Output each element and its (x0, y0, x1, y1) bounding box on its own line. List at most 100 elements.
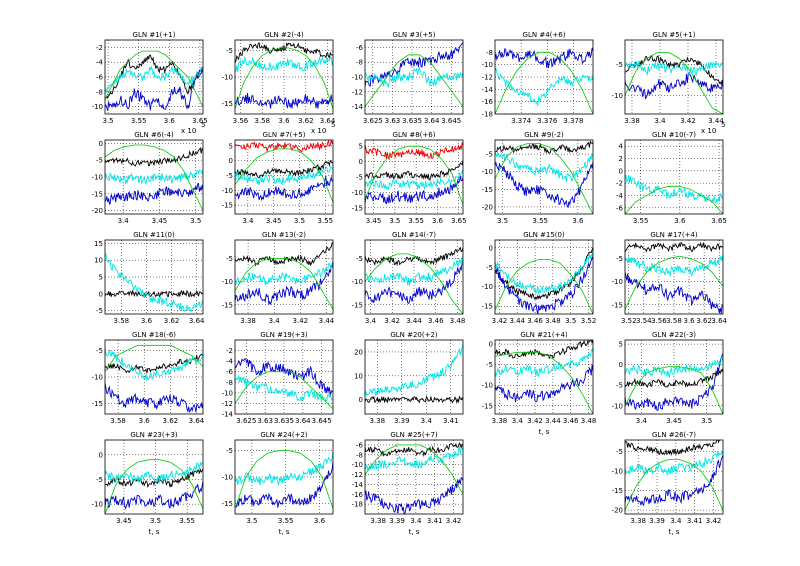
series-line-blue (235, 175, 333, 202)
y-tick-label: -2 (616, 180, 623, 188)
x-exponent: 5 (721, 121, 725, 129)
subplot-24: GLN #26(-7) 3.38 3.39 3.4 3.41 3.42 -5 -10 -15 -2… (612, 431, 724, 536)
y-tick-label: -18 (482, 111, 493, 119)
x-tick-label: 3.38 (630, 517, 646, 525)
series-line-green (625, 51, 723, 114)
axes-box (234, 239, 334, 315)
subplot-18: GLN #20(+2) 3.38 3.39 3.4 3.41 20 10 0 (354, 331, 464, 425)
series-line-cyan (495, 67, 593, 107)
x-tick-label: 3.378 (563, 117, 583, 125)
subplot-23: GLN #25(+7) 3.38 3.39 3.4 3.41 3.42 -6 -8 -10 -12… (352, 431, 464, 536)
y-tick-label: -5 (96, 157, 103, 165)
x-tick-label: 3.5 (294, 217, 305, 225)
subplot-15: GLN #17(+4) 3.52 3.54 3.56 3.58 3.6 3.62 3.64 -5… (612, 231, 728, 325)
series-line-cyan (235, 55, 333, 73)
y-tick-label: -5 (616, 255, 623, 263)
x-tick-label: 3.46 (563, 417, 579, 425)
series-line-green (495, 143, 593, 214)
x-tick-label: 3.65 (451, 217, 467, 225)
x-tick-label: 3.39 (389, 517, 405, 525)
subplot-title: GLN #5(+1) (653, 31, 696, 39)
subplot-21: GLN #23(+3) 3.45 3.5 3.55 0 -5 -10 t, s (92, 431, 204, 536)
axes-box (364, 239, 464, 315)
axes-box (624, 239, 724, 315)
series-line-black (625, 440, 723, 457)
subplot-3: GLN #3(+5) 3.625 3.63 3.635 3.64 3.645 -6 -8 -10… (352, 31, 464, 125)
x-tick-label: 3.58 (110, 417, 126, 425)
y-tick-label: -4 (96, 59, 104, 67)
y-tick-label: -15 (612, 487, 623, 495)
x-tick-label: 3.4 (670, 517, 682, 525)
x-tick-label: 3.64 (424, 117, 440, 125)
y-tick-label: -10 (352, 278, 363, 286)
series-group (625, 353, 723, 414)
y-tick-label: -10 (352, 189, 363, 197)
subplot-title: GLN #8(+6) (393, 131, 436, 139)
y-tick-label: -15 (482, 303, 493, 311)
x-tick-label: 3.62 (696, 317, 712, 325)
series-line-black (365, 441, 463, 458)
series-line-green (235, 450, 333, 509)
subplot-6: GLN #6(-4) 3.4 3.45 3.5 0 -5 -10 -15 -20 (92, 131, 204, 225)
x-axis-label: t, s (409, 528, 420, 536)
y-tick-label: -8 (356, 451, 363, 459)
x-tick-label: 3.625 (363, 117, 383, 125)
series-group (105, 252, 203, 312)
series-line-green (105, 344, 203, 372)
x-tick-label: 3.64 (711, 317, 727, 325)
y-tick-label: -5 (226, 255, 233, 263)
subplot-13: GLN #14(-7) 3.4 3.42 3.44 3.46 3.48 -5 -10 -15 (352, 231, 466, 325)
y-tick-label: -8 (226, 379, 233, 387)
x-tick-label: 3.45 (266, 217, 282, 225)
y-tick-label: 0 (619, 361, 623, 369)
series-line-green (495, 51, 593, 114)
y-tick-label: -15 (92, 400, 103, 408)
subplot-title: GLN #25(+7) (390, 431, 438, 439)
y-tick-label: -6 (616, 204, 624, 212)
axes-box (494, 139, 594, 215)
x-tick-label: 3.5 (102, 117, 113, 125)
x-tick-label: 3.41 (443, 417, 459, 425)
y-tick-label: -16 (352, 491, 364, 499)
series-line-blue (495, 255, 593, 314)
y-tick-label: -4 (616, 192, 624, 200)
y-tick-label: 5 (359, 143, 363, 151)
x-tick-label: 3.42 (492, 317, 508, 325)
y-tick-label: 0 (99, 451, 103, 459)
y-tick-label: -14 (222, 411, 234, 419)
x-tick-label: 3.635 (402, 117, 422, 125)
x-tick-label: 3.55 (317, 217, 333, 225)
x-tick-label: 3.55 (179, 517, 195, 525)
y-tick-label: -5 (616, 382, 623, 390)
x-tick-label: 3.62 (164, 317, 180, 325)
x-tick-label: 3.58 (114, 317, 130, 325)
x-tick-label: 3.58 (254, 117, 270, 125)
x-tick-label: 3.6 (141, 317, 153, 325)
y-tick-label: -10 (612, 278, 623, 286)
series-line-black (105, 289, 203, 298)
axes-box (104, 39, 204, 115)
x-tick-label: 3.5 (389, 217, 400, 225)
y-tick-label: -2 (96, 44, 103, 52)
x-tick-label: 3.5 (701, 417, 712, 425)
subplot-title: GLN #19(+3) (260, 331, 308, 339)
y-tick-label: -10 (222, 389, 233, 397)
series-line-cyan (365, 445, 463, 473)
series-line-green (625, 459, 723, 511)
y-tick-label: -10 (352, 74, 363, 82)
series-group (105, 144, 203, 211)
x-tick-label: 3.48 (450, 317, 466, 325)
subplot-title: GLN #24(+2) (260, 431, 308, 439)
x-tick-label: 3.64 (189, 317, 205, 325)
x-tick-label: 3.45 (666, 417, 682, 425)
y-tick-label: -5 (356, 174, 363, 182)
series-group (625, 440, 723, 511)
x-exponent: 5 (331, 121, 335, 129)
x-tick-label: 3.45 (366, 217, 382, 225)
series-line-blue (495, 161, 593, 209)
axes-box (624, 139, 724, 215)
subplot-14: GLN #15(0) 3.42 3.44 3.46 3.48 3.5 3.52 0 -5 -10 -… (482, 231, 597, 325)
x-axis-label: t, s (149, 528, 160, 536)
series-line-black (365, 395, 463, 404)
